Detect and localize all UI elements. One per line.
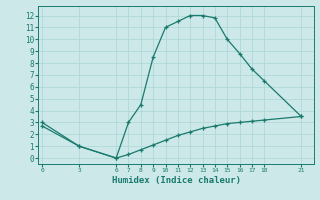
X-axis label: Humidex (Indice chaleur): Humidex (Indice chaleur) (111, 176, 241, 185)
